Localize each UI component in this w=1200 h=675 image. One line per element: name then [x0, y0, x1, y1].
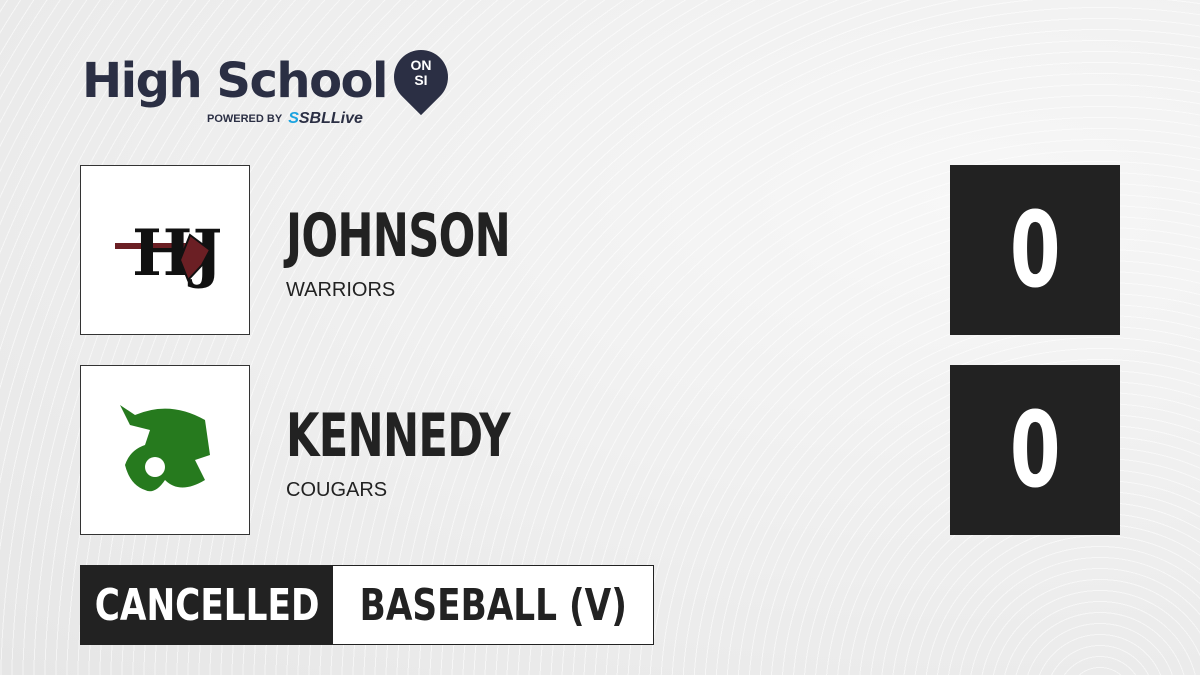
team-score: 0: [950, 165, 1120, 335]
team-mascot: WARRIORS: [286, 279, 396, 301]
team-name: KENNEDY: [286, 401, 510, 471]
team-name: JOHNSON: [286, 201, 511, 271]
team-logo-johnson: HJ: [80, 165, 250, 335]
sblive-logo: SSBLLive: [288, 110, 363, 127]
team-row-home: HJ JOHNSON WARRIORS 0: [80, 165, 1120, 335]
high-school-on-si-logo: High School ON SI: [82, 38, 460, 118]
team-logo-kennedy: [80, 365, 250, 535]
cougar-logo-icon: [120, 405, 210, 492]
on-si-pin-icon: ON SI: [382, 38, 460, 118]
brand-title: High School: [82, 53, 388, 109]
powered-by-label: POWERED BY: [207, 113, 283, 125]
powered-by: POWERED BY SSBLLive: [207, 110, 363, 128]
team-row-away: KENNEDY COUGARS 0: [80, 365, 1120, 535]
game-info-bar: CANCELLED BASEBALL (V): [80, 565, 654, 645]
team-score: 0: [950, 365, 1120, 535]
game-status: CANCELLED: [81, 566, 333, 644]
hj-warriors-logo-icon: HJ: [115, 216, 220, 291]
game-sport: BASEBALL (V): [333, 566, 653, 644]
team-mascot: COUGARS: [286, 479, 388, 501]
